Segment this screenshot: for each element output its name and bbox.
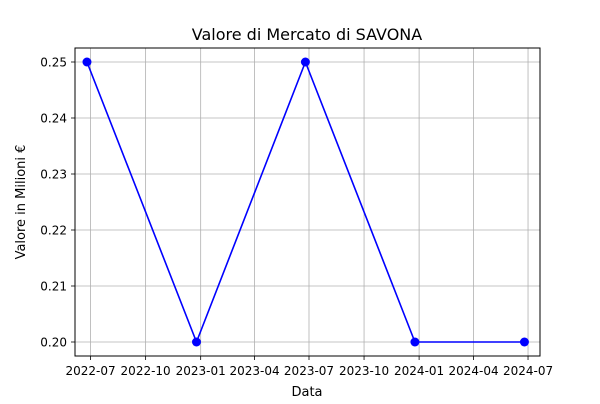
data-point (519, 337, 529, 347)
x-axis-label: Data (291, 385, 322, 400)
y-tick-label: 0.24 (40, 112, 67, 126)
data-point (300, 57, 310, 67)
chart-title: Valore di Mercato di SAVONA (192, 25, 423, 44)
x-tick-label: 2023-01 (176, 364, 226, 378)
x-tick-label: 2024-07 (503, 364, 553, 378)
series-lines (86, 61, 525, 343)
grid (75, 48, 540, 356)
y-tick-label: 0.22 (40, 224, 67, 238)
y-axis-label: Valore in Milioni € (14, 145, 29, 260)
y-tick-label: 0.21 (40, 280, 67, 294)
y-axis-ticks: 0.20 0.21 0.22 0.23 0.24 0.25 (40, 56, 75, 350)
x-axis-ticks: 2022-07 2022-10 2023-01 2023-04 2023-07 2023-… (65, 356, 553, 378)
series-markers (82, 57, 529, 347)
series-line (86, 61, 525, 343)
y-tick-label: 0.23 (40, 168, 67, 182)
x-tick-label: 2023-04 (229, 364, 279, 378)
y-tick-label: 0.25 (40, 56, 67, 70)
y-tick-label: 0.20 (40, 336, 67, 350)
x-tick-label: 2022-07 (65, 364, 115, 378)
x-tick-label: 2024-01 (394, 364, 444, 378)
data-point (82, 57, 92, 67)
x-tick-label: 2023-07 (284, 364, 334, 378)
data-point (410, 337, 420, 347)
plot-frame (74, 47, 541, 357)
x-tick-label: 2024-04 (449, 364, 499, 378)
x-tick-label: 2023-10 (339, 364, 389, 378)
x-tick-label: 2022-10 (121, 364, 171, 378)
data-point (191, 337, 201, 347)
